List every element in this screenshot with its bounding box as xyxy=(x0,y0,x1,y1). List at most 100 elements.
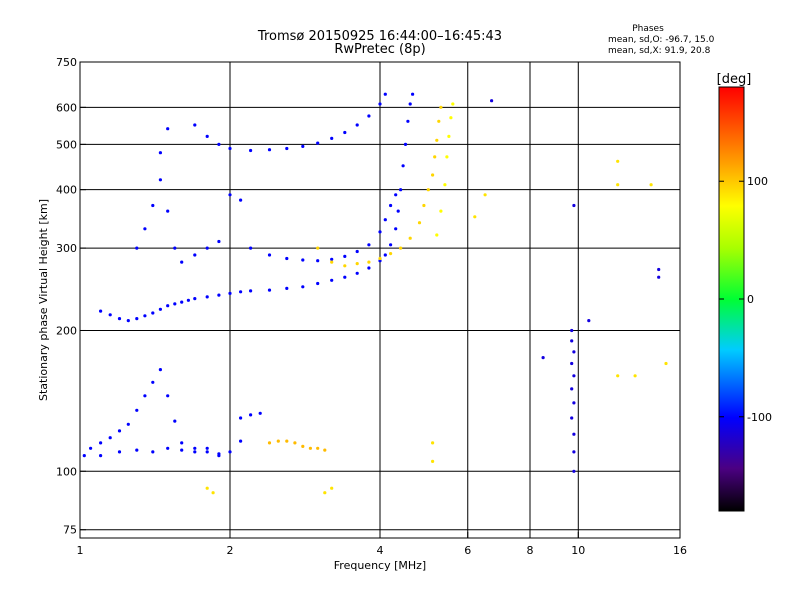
data-point xyxy=(249,289,253,293)
x-tick-label: 6 xyxy=(464,544,471,557)
data-point xyxy=(649,183,653,187)
data-point xyxy=(394,193,398,197)
data-point xyxy=(437,119,441,123)
data-point xyxy=(316,259,320,263)
colorbar-tick-label: -100 xyxy=(747,411,772,424)
data-point xyxy=(417,221,422,225)
data-point xyxy=(449,116,453,120)
data-point xyxy=(267,441,272,445)
data-point xyxy=(330,278,334,282)
x-tick-label: 4 xyxy=(377,544,384,557)
data-point xyxy=(285,256,289,261)
data-point xyxy=(657,267,661,272)
data-point xyxy=(443,183,447,187)
y-tick-label: 600 xyxy=(56,101,77,114)
data-point xyxy=(193,253,197,257)
data-point xyxy=(316,446,320,450)
data-point xyxy=(330,257,334,261)
x-tick-label: 1 xyxy=(77,544,84,557)
data-point xyxy=(616,183,620,187)
x-tick-label: 8 xyxy=(527,544,534,557)
data-point xyxy=(211,491,215,495)
data-point xyxy=(99,454,103,458)
y-tick-label: 100 xyxy=(56,465,77,478)
data-point xyxy=(389,203,393,208)
data-point xyxy=(396,209,400,213)
data-point xyxy=(378,102,382,106)
data-point xyxy=(657,275,661,279)
data-point xyxy=(228,146,232,151)
data-point xyxy=(439,209,443,213)
data-point xyxy=(108,436,112,440)
data-point xyxy=(151,380,155,384)
data-point xyxy=(228,193,232,197)
data-point xyxy=(378,256,382,261)
data-point xyxy=(378,259,382,263)
data-point xyxy=(166,127,170,131)
data-point xyxy=(367,260,371,264)
data-point xyxy=(205,446,209,450)
y-tick-label: 400 xyxy=(56,184,77,197)
data-point xyxy=(367,114,371,118)
colorbar-tick-label: 0 xyxy=(747,293,754,306)
data-point xyxy=(239,198,243,202)
data-point xyxy=(135,448,139,452)
data-point xyxy=(447,134,451,138)
data-point xyxy=(108,313,112,317)
data-point xyxy=(239,439,243,443)
data-point xyxy=(82,454,86,458)
data-point xyxy=(383,218,387,222)
data-point xyxy=(411,92,415,96)
data-point xyxy=(572,203,576,208)
data-point xyxy=(173,419,177,423)
data-point xyxy=(117,450,122,454)
data-point xyxy=(399,246,403,250)
data-point xyxy=(143,394,147,398)
data-point xyxy=(572,432,576,436)
data-point xyxy=(143,314,147,318)
data-point xyxy=(367,266,371,270)
data-point xyxy=(249,246,253,250)
data-point xyxy=(186,298,190,302)
data-point xyxy=(276,439,280,443)
y-axis-label: Stationary phase Virtual Height [km] xyxy=(37,199,50,401)
x-tick-label: 2 xyxy=(227,544,234,557)
data-point xyxy=(239,290,243,294)
data-point xyxy=(401,164,405,168)
data-point xyxy=(403,142,408,146)
data-point xyxy=(193,446,197,450)
data-point xyxy=(355,249,359,254)
data-point xyxy=(570,387,574,391)
colorbar-ticks: 100 0 -100 xyxy=(719,175,772,424)
data-point xyxy=(323,491,327,495)
data-point xyxy=(383,253,387,257)
data-point xyxy=(217,452,221,456)
chart-subtitle: RwPretec (8p) xyxy=(334,42,425,57)
data-point xyxy=(323,448,327,452)
y-axis-ticks: 75 100 200 300 400 500 600 750 xyxy=(56,56,86,537)
data-point xyxy=(433,155,437,159)
data-point xyxy=(99,441,103,445)
data-point xyxy=(435,138,439,142)
data-point xyxy=(355,262,359,266)
data-point xyxy=(316,281,320,286)
data-point xyxy=(399,188,403,192)
data-point xyxy=(135,246,139,250)
data-point xyxy=(151,203,155,208)
data-point xyxy=(301,285,305,289)
data-point xyxy=(135,317,139,321)
data-point xyxy=(293,441,297,445)
data-point xyxy=(205,295,209,299)
data-point xyxy=(473,215,477,219)
data-point xyxy=(135,408,139,412)
data-point xyxy=(570,361,574,366)
data-point xyxy=(267,253,272,257)
data-point xyxy=(205,450,209,454)
data-point xyxy=(205,134,209,138)
data-point xyxy=(616,159,620,163)
data-point xyxy=(355,271,359,275)
x-tick-label: 16 xyxy=(673,544,687,557)
data-point xyxy=(126,422,130,426)
data-point xyxy=(572,374,576,378)
data-point xyxy=(126,319,130,323)
